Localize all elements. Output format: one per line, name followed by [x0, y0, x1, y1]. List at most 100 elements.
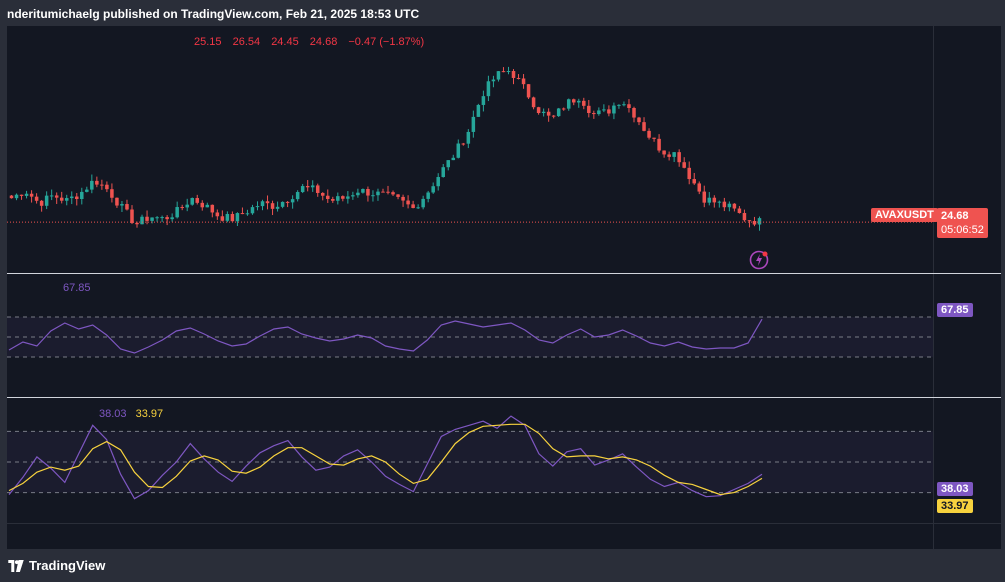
candle-body	[727, 203, 732, 208]
candle-body	[150, 217, 154, 221]
candle-body	[160, 217, 164, 219]
stoch-k-label: 38.03	[99, 408, 127, 420]
candle-body	[49, 195, 54, 197]
candle-body	[441, 167, 445, 178]
candle-body	[205, 204, 210, 208]
candle-body	[436, 177, 440, 187]
candle-body	[411, 204, 415, 208]
candle-body	[190, 198, 194, 205]
candle-body	[371, 195, 375, 197]
candle-body	[391, 192, 395, 195]
candle-body	[752, 220, 757, 225]
ohlc-change: −0.47 (−1.87%)	[348, 36, 425, 48]
candle-body	[170, 217, 174, 220]
candle-body	[612, 105, 616, 114]
candle-body	[175, 207, 179, 218]
ohlc-close: 24.68	[309, 36, 338, 48]
candle-body	[336, 196, 340, 201]
candle-body	[446, 160, 451, 168]
candle-body	[717, 201, 722, 203]
stochastic-pane[interactable]	[7, 399, 933, 523]
candle-body	[561, 108, 566, 110]
candle-body	[180, 207, 184, 209]
candle-body	[135, 222, 139, 225]
candle-body	[657, 138, 661, 151]
candle-body	[200, 202, 205, 208]
candle-body	[662, 150, 666, 155]
candle-body	[215, 212, 220, 217]
candle-body	[285, 201, 290, 203]
candle-body	[456, 143, 461, 158]
candle-body	[320, 192, 325, 196]
pane-separator-1[interactable]	[7, 273, 1001, 274]
candle-body	[210, 204, 215, 213]
candle-body	[491, 79, 496, 82]
candle-body	[677, 152, 681, 163]
candle-body	[265, 201, 270, 204]
candle-body	[195, 198, 200, 203]
candle-body	[280, 201, 285, 207]
candle-body	[607, 109, 611, 114]
candle-body	[642, 122, 646, 131]
candle-body	[120, 204, 124, 206]
candle-body	[356, 192, 360, 196]
candle-body	[260, 201, 265, 207]
publisher-header: nderitumichaelg published on TradingView…	[7, 7, 420, 21]
candle-body	[235, 213, 240, 222]
chart-frame[interactable]: 25.15 26.54 24.45 24.68 −0.47 (−1.87%) A…	[7, 26, 1001, 549]
rsi-tag: 67.85	[937, 303, 973, 317]
candle-body	[140, 216, 144, 225]
candle-body	[592, 113, 596, 115]
candle-body	[39, 200, 44, 206]
candle-body	[732, 203, 737, 209]
candle-body	[75, 196, 79, 200]
rsi-pane[interactable]	[7, 275, 933, 397]
candle-body	[290, 199, 295, 203]
candle-body	[44, 195, 49, 206]
candle-body	[270, 203, 275, 209]
candle-body	[250, 207, 255, 214]
candle-body	[315, 185, 320, 193]
candle-body	[240, 213, 245, 215]
candle-body	[125, 204, 129, 210]
candle-body	[255, 206, 260, 208]
candle-body	[546, 111, 551, 116]
candle-body	[742, 213, 747, 221]
candle-body	[64, 198, 69, 201]
candle-body	[722, 201, 727, 208]
alert-icon[interactable]	[749, 250, 769, 270]
candle-body	[275, 206, 280, 209]
candle-body	[667, 154, 671, 157]
candle-body	[672, 152, 676, 157]
candle-body	[155, 217, 159, 219]
candle-body	[682, 162, 686, 168]
candle-body	[536, 107, 541, 114]
candle-body	[386, 191, 390, 193]
price-chart[interactable]	[7, 26, 933, 272]
signal-line	[8, 423, 763, 496]
candle-body	[326, 195, 330, 199]
candle-body	[14, 194, 19, 199]
candle-body	[702, 191, 707, 203]
rsi-value-label: 67.85	[63, 282, 91, 294]
candle-body	[587, 105, 591, 114]
candle-body	[401, 196, 405, 201]
candle-body	[310, 185, 315, 188]
time-axis-separator	[7, 523, 1001, 524]
candle-body	[115, 197, 119, 206]
candle-body	[396, 194, 400, 197]
candle-body	[521, 78, 526, 85]
pane-separator-2[interactable]	[7, 397, 1001, 398]
candle-body	[34, 196, 39, 201]
candle-body	[165, 217, 169, 220]
stoch-legend: 38.03 33.97	[99, 408, 163, 420]
candle-body	[366, 189, 370, 196]
last-price-tag: 24.68 05:06:52	[937, 208, 988, 238]
candle-body	[9, 195, 14, 199]
candle-body	[707, 197, 712, 203]
candle-body	[466, 131, 471, 144]
candle-body	[687, 167, 691, 180]
candle-body	[381, 191, 385, 193]
candle-body	[305, 186, 310, 188]
footer-brand-text: TradingView	[29, 558, 106, 573]
